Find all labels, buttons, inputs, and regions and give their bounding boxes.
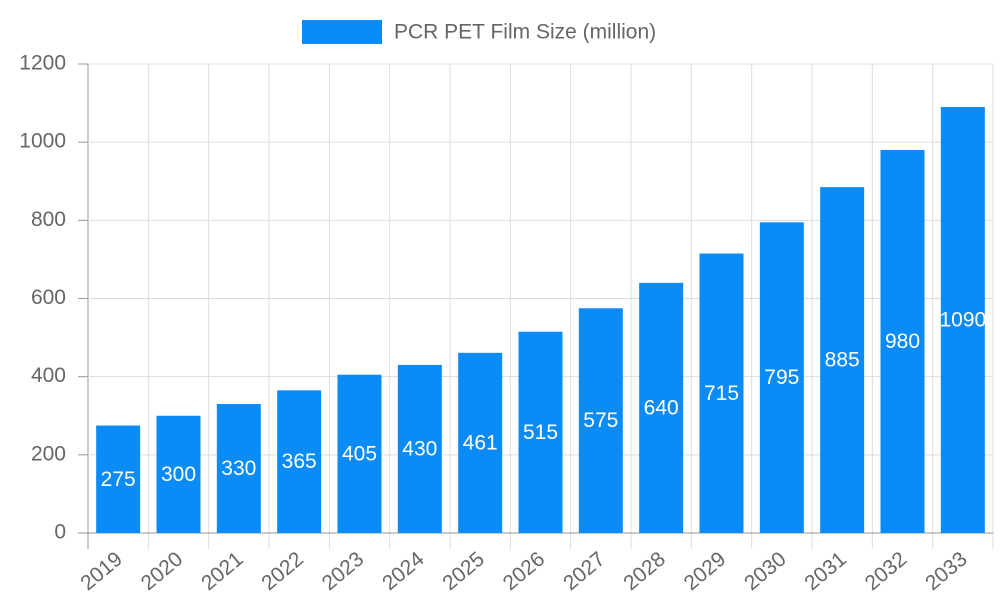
data-label: 515 [523, 421, 558, 444]
bar [518, 331, 563, 533]
bar [458, 352, 503, 533]
x-tick-label: 2025 [438, 547, 489, 595]
y-tick-label: 400 [31, 364, 66, 387]
x-tick-label: 2031 [800, 547, 851, 595]
y-tick-label: 1000 [19, 130, 66, 153]
x-tick-label: 2030 [740, 547, 791, 595]
x-tick-label: 2024 [378, 547, 429, 595]
data-label: 575 [583, 409, 618, 432]
data-label: 640 [644, 396, 679, 419]
x-tick-label: 2033 [921, 547, 972, 595]
bar [880, 149, 925, 533]
data-label: 795 [764, 366, 799, 389]
x-tick-label: 2026 [499, 547, 550, 595]
x-tick-label: 2020 [137, 547, 188, 595]
data-label: 405 [342, 442, 377, 465]
y-tick-label: 600 [31, 286, 66, 309]
x-tick-label: 2027 [559, 547, 610, 595]
data-label: 365 [282, 450, 317, 473]
bar [759, 222, 804, 533]
y-tick-label: 800 [31, 208, 66, 231]
bar [820, 187, 865, 534]
x-tick-label: 2022 [257, 547, 308, 595]
legend-label: PCR PET Film Size (million) [394, 21, 656, 44]
data-label: 1090 [939, 309, 986, 332]
bar [156, 415, 201, 533]
data-label: 430 [402, 438, 437, 461]
x-tick-label: 2019 [76, 547, 127, 595]
x-tick-label: 2029 [680, 547, 731, 595]
bar [277, 390, 322, 533]
bar [699, 253, 744, 533]
bar [940, 106, 985, 533]
bar [578, 308, 623, 533]
data-label: 300 [161, 463, 196, 486]
bar [216, 404, 261, 533]
x-tick-label: 2032 [861, 547, 912, 595]
y-tick-label: 200 [31, 442, 66, 465]
legend-swatch [302, 20, 382, 44]
bar [96, 425, 141, 533]
y-tick-label: 1200 [19, 52, 66, 75]
data-label: 275 [101, 468, 136, 491]
data-label: 461 [463, 431, 498, 454]
data-label: 330 [221, 457, 256, 480]
data-label: 885 [825, 349, 860, 372]
x-tick-label: 2023 [318, 547, 369, 595]
data-label: 980 [885, 330, 920, 353]
bar [639, 282, 684, 533]
x-tick-label: 2021 [197, 547, 248, 595]
x-tick-label: 2028 [619, 547, 670, 595]
data-label: 715 [704, 382, 739, 405]
bar [337, 374, 382, 533]
y-tick-label: 0 [54, 521, 66, 544]
bar [397, 364, 442, 533]
